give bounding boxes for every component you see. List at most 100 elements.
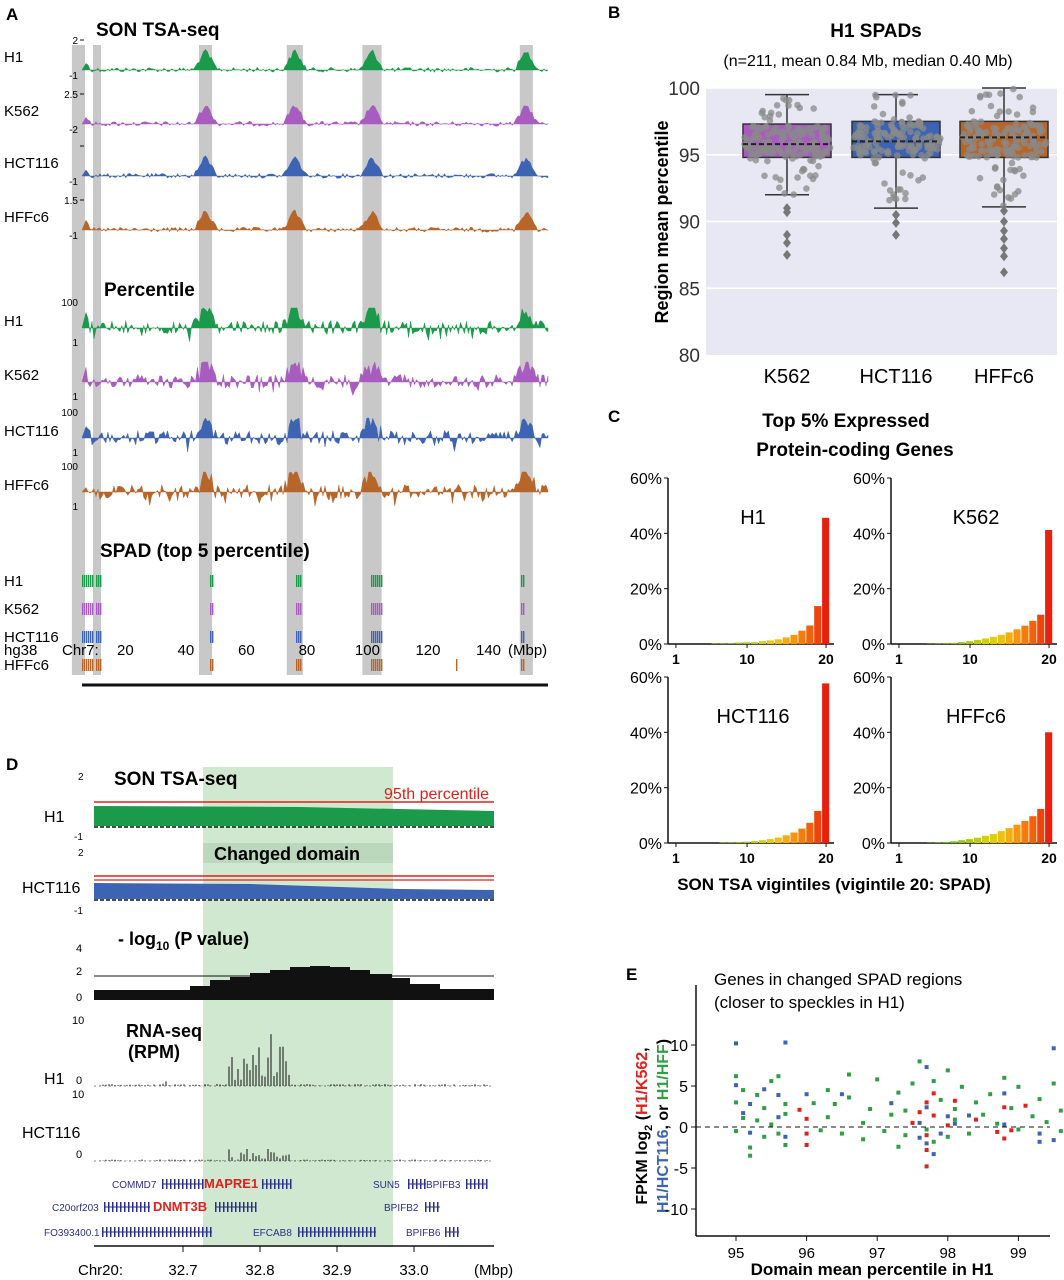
d-gene-exon: [322, 1227, 324, 1237]
e-point-H1/HCT116: [1002, 1091, 1007, 1096]
d-gene-exon: [186, 1227, 188, 1237]
a-pct-ymin-K562: 1: [72, 392, 78, 403]
e-xlabel: Domain mean percentile in H1: [751, 1260, 994, 1279]
c-xtick-10: 10: [962, 651, 978, 667]
d-rna-h1-label: H1: [44, 1071, 65, 1088]
a-pct-ymax-HCT116: 100: [61, 408, 78, 419]
changed-domain-shade: [203, 767, 393, 1247]
b-swarm-point: [858, 147, 866, 155]
e-point-H1/HFF: [967, 1131, 971, 1136]
a-tsa-ymin-HCT116: -1: [69, 177, 78, 188]
b-swarm-point: [899, 122, 906, 130]
b-swarm-point: [976, 174, 984, 182]
a-spad-mark: [82, 631, 84, 643]
b-swarm-point: [785, 123, 793, 130]
a-spad-mark: [296, 631, 298, 643]
changed-domain-label-bg: [203, 843, 393, 863]
b-swarm-point: [907, 128, 914, 136]
d-gene-exon: [326, 1227, 328, 1237]
b-swarm-point: [749, 123, 756, 131]
c-bar-10: [743, 841, 751, 843]
b-swarm-point: [909, 151, 917, 159]
c-bar-11: [974, 639, 982, 644]
d-gene-exon: [142, 1227, 144, 1237]
a-spad-mark: [371, 631, 373, 643]
b-outlier: [892, 217, 900, 228]
a-spad-mark: [300, 631, 302, 643]
d-gene-exon: [474, 1179, 476, 1189]
a-spad-mark: [298, 631, 300, 643]
e-point-H1/HCT116: [1051, 1046, 1056, 1051]
b-title: H1 SPADs: [830, 21, 922, 42]
d-gene-exon: [314, 1227, 316, 1237]
panel-d-letter: D: [6, 755, 18, 774]
e-xtick-98: 98: [939, 1245, 956, 1262]
a-chrom-label: Chr7:: [62, 642, 99, 659]
c-bar-20: [822, 683, 830, 843]
a-spad-mark: [96, 575, 98, 587]
b-swarm-point: [987, 102, 995, 110]
b-swarm-point: [1027, 153, 1035, 161]
a-percentile-header: Percentile: [104, 280, 195, 301]
d-gene-MAPRE1: MAPRE1: [204, 1176, 258, 1191]
b-swarm-point: [799, 144, 807, 151]
d-gene-exon: [310, 1227, 312, 1237]
a-axis-tick-140: 140: [476, 642, 501, 659]
e-point-H1/K562: [974, 1117, 978, 1122]
c-xtick-10: 10: [962, 850, 978, 866]
d-gene-exon: [235, 1202, 237, 1212]
d-gene-exon: [318, 1227, 320, 1237]
b-swarm-point: [803, 185, 810, 192]
e-point-H1/HFF: [755, 1093, 760, 1097]
d-gene-exon: [298, 1227, 300, 1237]
b-swarm-point: [907, 122, 915, 129]
c-bar-7: [942, 643, 950, 644]
panel-b-letter: B: [608, 3, 620, 22]
e-point-H1/HFF: [1037, 1097, 1042, 1102]
c-bar-10: [966, 839, 974, 843]
d-gene-exon: [278, 1179, 280, 1189]
b-swarm-point: [796, 132, 804, 139]
d-gene-exon: [239, 1202, 241, 1212]
b-swarm-point: [760, 147, 768, 155]
b-swarm-point: [767, 146, 774, 153]
a-tsa-cell-K562: K562: [4, 103, 39, 120]
c-xtick-1: 1: [895, 850, 903, 866]
a-spad-mark: [523, 575, 525, 587]
b-swarm-point: [808, 131, 816, 139]
e-point-H1/HFF: [783, 1111, 788, 1116]
a-tsa-ymax-H1: 2: [72, 36, 78, 47]
c-ytick-40%: 40%: [853, 526, 885, 543]
d-rna-bottom-hct: 0: [76, 1149, 82, 1161]
e-point-H1/HCT116: [924, 1105, 929, 1110]
d-gene-exon: [198, 1227, 200, 1237]
c-bar-9: [735, 642, 743, 644]
a-spad-mark: [212, 575, 214, 587]
b-swarm-point: [888, 121, 895, 129]
c-bar-20: [1045, 530, 1053, 644]
d-gene-exon: [408, 1179, 410, 1189]
b-swarm-point: [784, 145, 792, 152]
c-xtick-20: 20: [818, 850, 834, 866]
b-swarm-point: [789, 155, 796, 162]
spad-shade-extra: [93, 45, 101, 675]
e-point-H1/HCT116: [1002, 1122, 1007, 1127]
e-point-H1/HCT116: [1037, 1131, 1042, 1136]
b-swarm-point: [779, 128, 787, 135]
a-axis-tick-100: 100: [355, 642, 380, 659]
c-bar-17: [798, 630, 806, 644]
d-gene-exon: [112, 1202, 114, 1212]
e-point-H1/HFF: [748, 1145, 753, 1150]
e-point-H1/HCT116: [748, 1102, 753, 1106]
d-tsa-top-hct: 2: [78, 848, 84, 859]
d-gene-BPIFB6: BPIFB6: [406, 1228, 441, 1239]
a-spad-mark: [379, 631, 381, 643]
d-gene-exon: [110, 1227, 112, 1237]
b-swarm-point: [970, 118, 977, 125]
d-gene-exon: [166, 1179, 168, 1189]
a-axis-tick-60: 60: [238, 642, 255, 659]
e-point-H1/HFF: [952, 1117, 957, 1122]
e-ylabel-line2: H1/HCT116, or H1/HFF): [655, 1039, 672, 1213]
d-p-top: 4: [76, 943, 82, 955]
e-point-H1/HFF: [945, 1134, 950, 1139]
